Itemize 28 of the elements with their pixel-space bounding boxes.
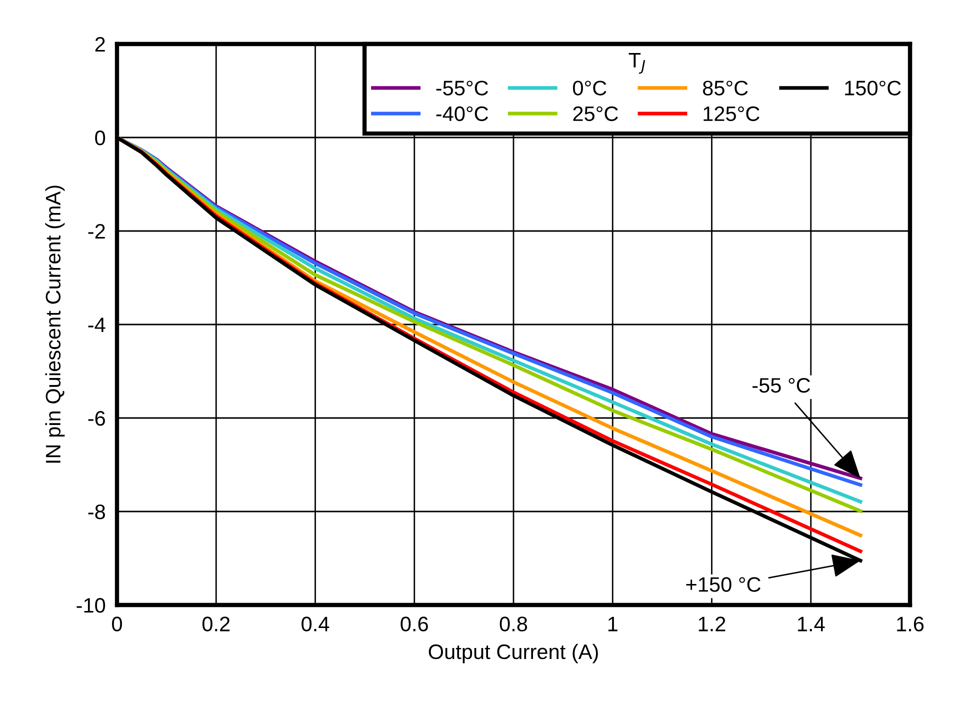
- legend-label: 150°C: [845, 80, 901, 96]
- y-axis-title: IN pin Quiescent Current (mA): [45, 186, 65, 463]
- y-tick-label: -6: [88, 411, 105, 426]
- y-tick-label: -8: [88, 504, 105, 520]
- legend-label: 125°C: [704, 106, 760, 122]
- x-tick-label: 1: [608, 616, 618, 632]
- x-tick-label: 1.6: [897, 616, 924, 632]
- legend-label: 25°C: [573, 106, 618, 122]
- x-tick-label: 0.2: [202, 616, 230, 632]
- x-tick-label: 0.4: [302, 616, 330, 632]
- y-tick-label: -2: [88, 224, 105, 239]
- x-tick-label: 1.2: [698, 616, 726, 632]
- x-tick-label: 0: [112, 616, 122, 632]
- y-tick-label: 0: [95, 130, 106, 146]
- x-tick-label: 1.4: [798, 616, 825, 632]
- x-tick-label: 0.6: [400, 616, 428, 632]
- annotation: -55 °C: [752, 378, 810, 393]
- y-tick-label: -4: [88, 318, 106, 332]
- legend-title: T$_{J}$: [628, 53, 646, 74]
- x-axis-title: Output Current (A): [428, 644, 598, 664]
- legend-label: 85°C: [702, 80, 748, 96]
- annotation: +150 °C: [686, 577, 761, 592]
- legend-label: 0°C: [573, 80, 606, 96]
- legend-label: -40°C: [436, 106, 488, 122]
- y-tick-label: -10: [76, 598, 106, 613]
- legend-label: -55°C: [436, 80, 488, 96]
- y-tick-label: 2: [95, 37, 105, 52]
- x-tick-label: 0.8: [500, 616, 528, 632]
